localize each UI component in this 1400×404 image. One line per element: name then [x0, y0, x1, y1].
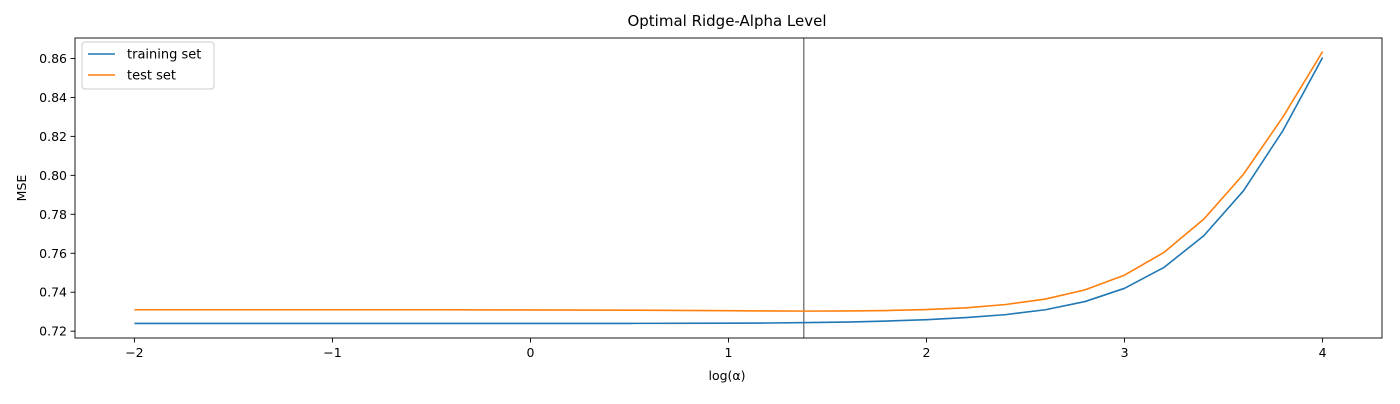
y-tick-label: 0.80: [39, 168, 67, 183]
plot-layer: [134, 38, 1324, 338]
y-tick-label: 0.78: [39, 207, 67, 222]
x-tick-label: 2: [923, 345, 931, 360]
plot-frame: [74, 37, 1383, 339]
series-line-training-set: [134, 57, 1324, 325]
x-tick-label: 4: [1319, 345, 1327, 360]
y-tick-label: 0.76: [39, 246, 67, 261]
x-tick-label: 1: [725, 345, 733, 360]
y-axis-label: MSE: [14, 175, 29, 202]
x-axis-label: log(α): [708, 368, 745, 383]
y-tick-label: 0.82: [39, 129, 67, 144]
series-line-test-set: [134, 51, 1324, 312]
x-tick-label: −1: [323, 345, 341, 360]
x-tick-label: −2: [125, 345, 143, 360]
x-tick-label: 3: [1121, 345, 1129, 360]
legend-label-test-set: test set: [127, 69, 176, 84]
y-tick-label: 0.84: [39, 90, 67, 105]
x-tick-label: 0: [526, 345, 534, 360]
y-tick-label: 0.86: [39, 51, 67, 66]
axes-layer: −2 −1 0 1 2 3 4 0.72 0.74 0.76 0.78 0.80 0.82 0.84 0.8…: [39, 37, 1383, 360]
chart-title: Optimal Ridge-Alpha Level: [627, 12, 826, 30]
y-tick-label: 0.74: [39, 285, 67, 300]
y-tick-label: 0.72: [39, 324, 67, 339]
legend-label-training-set: training set: [127, 48, 201, 63]
legend: training set test set: [81, 41, 215, 90]
